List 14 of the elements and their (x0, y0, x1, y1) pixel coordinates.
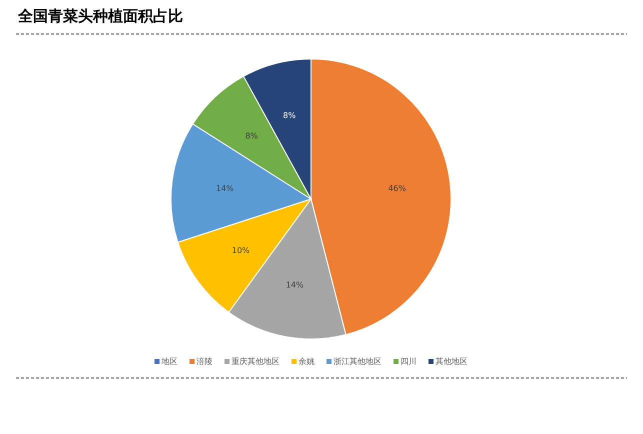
data-label: 46% (388, 184, 406, 194)
legend-label: 浙江其他地区 (334, 357, 382, 366)
legend-label: 地区 (160, 357, 178, 366)
chart-title: 全国青菜头种植面积占比 (17, 7, 183, 25)
legend-label: 余姚 (298, 357, 314, 366)
legend-label: 重庆其他地区 (232, 357, 280, 366)
data-label: 14% (216, 184, 234, 194)
legend-label: 其他地区 (436, 357, 468, 366)
data-label: 8% (245, 132, 258, 141)
data-label: 10% (232, 246, 250, 256)
data-label: 8% (283, 110, 296, 120)
data-label: 14% (286, 280, 304, 290)
legend-label: 涪陵 (196, 357, 212, 366)
legend-label: 四川 (400, 357, 416, 366)
